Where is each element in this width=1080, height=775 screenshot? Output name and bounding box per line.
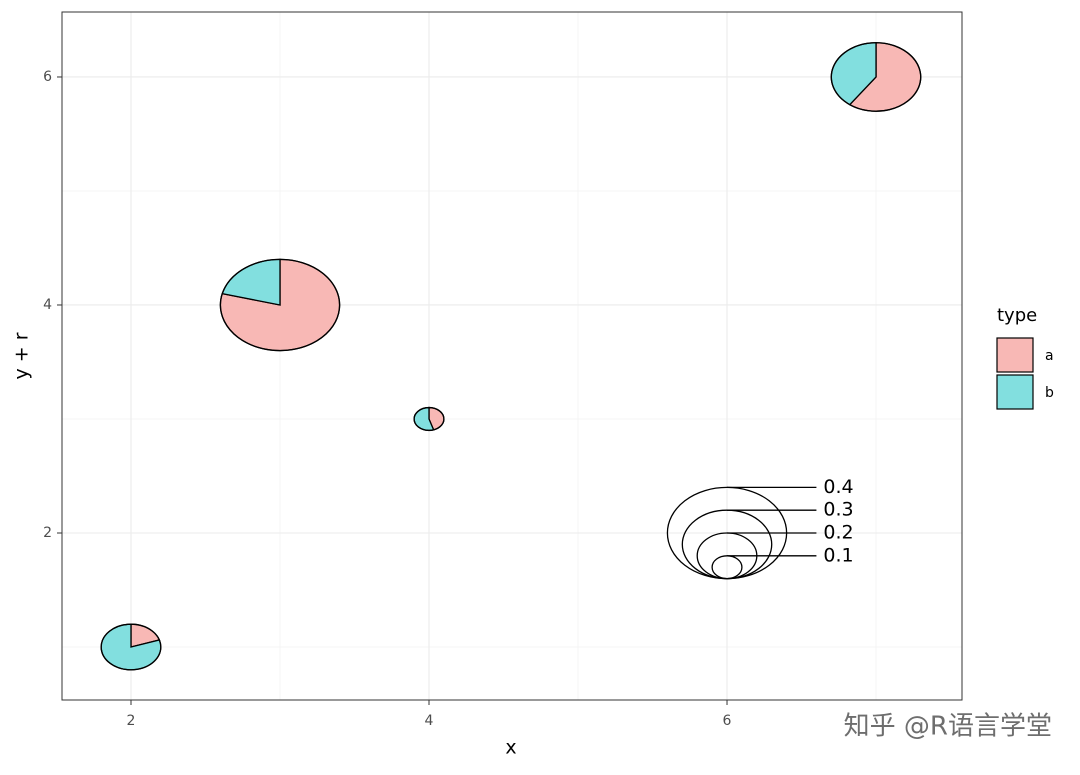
pie-outline bbox=[413, 406, 445, 432]
pie-outline bbox=[219, 258, 341, 352]
panel-border bbox=[61, 11, 963, 701]
size-legend-label: 0.2 bbox=[823, 521, 853, 543]
legend-key bbox=[996, 374, 1034, 410]
x-tick-label: 2 bbox=[127, 713, 136, 729]
marks bbox=[100, 42, 922, 671]
panel-background bbox=[62, 12, 962, 700]
legend-label: b bbox=[1045, 385, 1054, 401]
size-legend-label: 0.1 bbox=[823, 544, 853, 566]
pie-outline bbox=[100, 623, 162, 671]
x-tick-label: 6 bbox=[723, 713, 732, 729]
x-axis-title: x bbox=[505, 737, 516, 759]
x-tick-label: 4 bbox=[425, 713, 434, 729]
y-tick-label: 2 bbox=[43, 525, 52, 541]
size-legend-label: 0.3 bbox=[823, 499, 853, 521]
legend-key bbox=[996, 337, 1034, 373]
watermark: 知乎 @R语言学堂 bbox=[844, 712, 1052, 742]
y-tick-label: 4 bbox=[43, 297, 52, 313]
legend-label: a bbox=[1045, 348, 1054, 364]
y-tick-label: 6 bbox=[43, 69, 52, 85]
pie-outline bbox=[830, 42, 922, 112]
size-legend-label: 0.4 bbox=[823, 476, 853, 498]
y-axis-title: y + r bbox=[11, 332, 33, 379]
legend-title: type bbox=[997, 305, 1037, 326]
